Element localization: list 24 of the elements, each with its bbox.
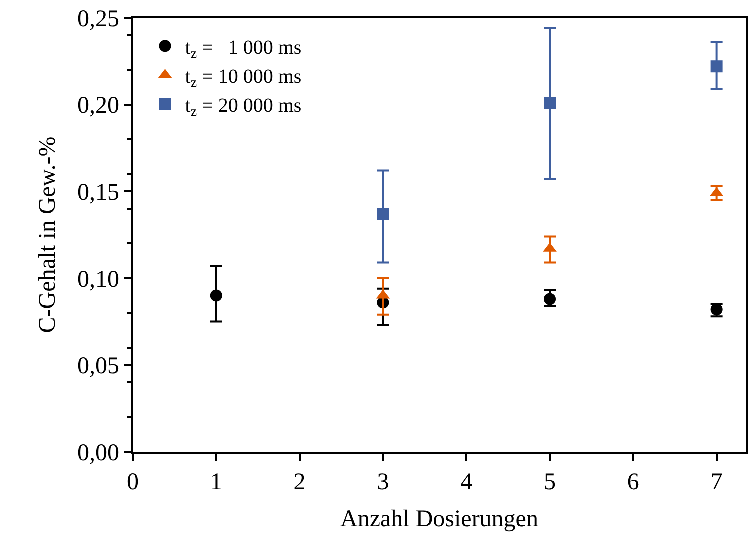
x-tick-label: 5 xyxy=(544,470,556,496)
point xyxy=(544,293,556,306)
x-axis-title: Anzahl Dosierungen xyxy=(340,506,538,532)
y-tick-label: 0,25 xyxy=(77,6,120,32)
point xyxy=(544,97,556,110)
x-tick-label: 6 xyxy=(627,470,640,496)
legend-label: t$_{z}$ = 20 000 ms xyxy=(185,94,302,120)
x-tick-label: 7 xyxy=(710,470,723,496)
y-tick-label: 0,15 xyxy=(77,180,120,206)
x-tick-label: 2 xyxy=(294,470,306,496)
y-tick-label: 0,10 xyxy=(77,266,120,293)
y-axis-title: C-Gehalt in Gew.-% xyxy=(35,136,62,334)
y-tick-label: 0,05 xyxy=(77,354,120,380)
point xyxy=(210,290,222,302)
x-tick-label: 1 xyxy=(210,470,222,496)
legend-label: t$_{z}$ = 10 000 ms xyxy=(185,66,302,92)
x-tick-label: 4 xyxy=(460,470,473,496)
y-tick-label: 0,00 xyxy=(77,440,120,466)
point xyxy=(377,208,390,220)
legend-label: t$_{z}$ = 1 000 ms xyxy=(185,36,302,62)
point xyxy=(710,60,723,73)
x-tick-label: 0 xyxy=(127,470,139,496)
x-tick-label: 3 xyxy=(377,470,390,496)
y-tick-label: 0,20 xyxy=(77,93,120,120)
